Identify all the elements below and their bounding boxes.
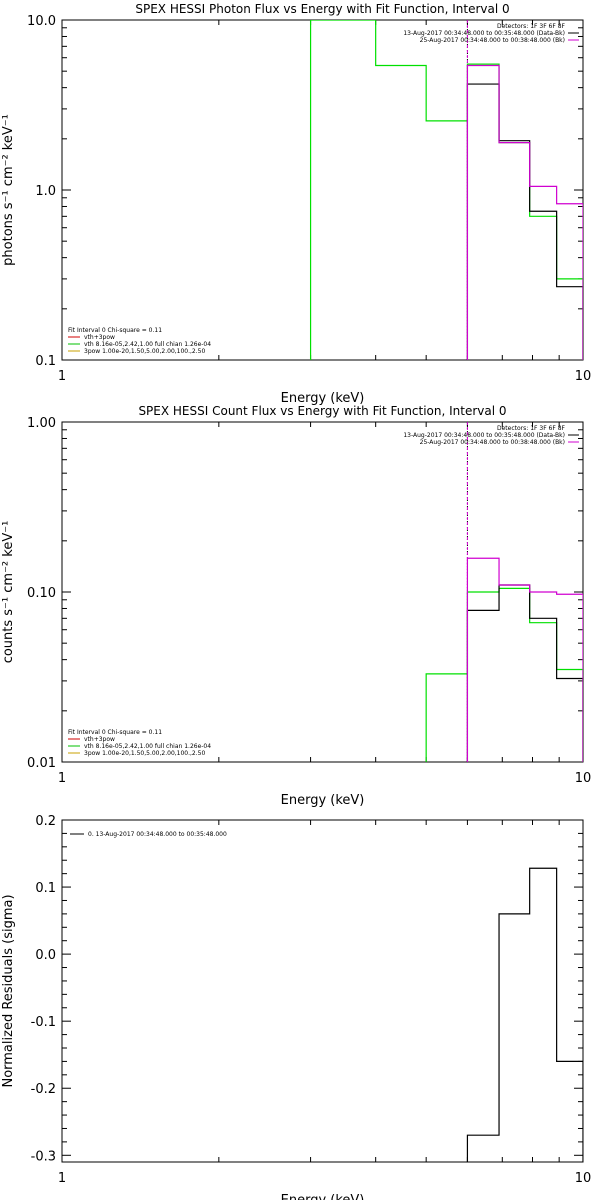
chart2-legend-topleft-text: 0. 13-Aug-2017 00:34:48.000 to 00:35:48.… xyxy=(88,831,227,838)
chart2-x-ticks xyxy=(61,820,584,1162)
chart0-legend-bottomleft-text: vth+3pow xyxy=(84,334,115,341)
chart2-series-group xyxy=(466,867,583,1162)
chart2-y-tick-label: 0.2 xyxy=(35,814,56,829)
chart2-y-axis-label: Normalized Residuals (sigma) xyxy=(1,894,16,1087)
chart0-legend-topright-text: 13-Aug-2017 00:34:48.000 to 00:35:48.000… xyxy=(403,30,565,37)
chart1-series-2 xyxy=(466,557,583,762)
chart2-y-tick-label: -0.2 xyxy=(31,1082,56,1097)
chart0-y-tick-label: 0.1 xyxy=(35,354,56,369)
chart0-legend-bottomleft-text: Fit Interval 0 Chi-square = 0.11 xyxy=(68,327,162,334)
chart2-x-tick-label: 10 xyxy=(575,1171,592,1186)
chart1-legend-bottomleft-text: vth 8.16e-05,2.42,1.00 full chian 1.26e-… xyxy=(84,743,211,750)
chart0-y-tick-label: 1.0 xyxy=(35,184,56,199)
chart1-y-tick-label: 1.00 xyxy=(27,416,56,431)
chart2-y-tick-label: 0.1 xyxy=(35,881,56,896)
chart0-legend-bottomleft-text: vth 8.16e-05,2.42,1.00 full chian 1.26e-… xyxy=(84,341,211,348)
chart1-legend-bottomleft-text: Fit Interval 0 Chi-square = 0.11 xyxy=(68,729,162,736)
chart1-y-tick-label: 0.01 xyxy=(27,756,56,771)
chart2-x-axis-label: Energy (keV) xyxy=(281,1193,365,1200)
chart0-title: SPEX HESSI Photon Flux vs Energy with Fi… xyxy=(135,2,509,16)
chart1-series-group xyxy=(425,557,583,762)
chart1-x-axis-label: Energy (keV) xyxy=(281,793,365,808)
chart0-series-1 xyxy=(466,83,583,360)
chart1-y-ticks xyxy=(62,421,583,763)
chart1-title: SPEX HESSI Count Flux vs Energy with Fit… xyxy=(138,404,506,418)
chart1-plot-frame xyxy=(61,421,584,763)
chart1-legend-bottomleft-text: 3pow 1.00e-20,1.50,5.00,2.00,100.,2.50 xyxy=(84,750,205,757)
chart2-y-tick-label: -0.1 xyxy=(31,1015,56,1030)
chart0-y-ticks xyxy=(62,19,583,361)
chart0-x-ticks xyxy=(61,20,584,360)
chart0-panel: SPEX HESSI Photon Flux vs Energy with Fi… xyxy=(1,2,591,406)
chart2-x-tick-label: 1 xyxy=(58,1171,66,1186)
chart1-legend-bottomleft-text: vth+3pow xyxy=(84,736,115,743)
chart1-x-tick-label: 1 xyxy=(58,771,66,786)
chart1-legend-topright-text: 25-Aug-2017 00:34:48.000 to 00:38:48.000… xyxy=(420,439,565,446)
chart1-legend-topright-text: Detectors: 1F 3F 6F 8F xyxy=(497,425,566,432)
chart1-x-tick-label: 10 xyxy=(575,771,592,786)
chart2-y-ticks xyxy=(62,819,583,1156)
chart0-x-tick-label: 1 xyxy=(58,369,66,384)
chart0-series-2 xyxy=(466,64,583,360)
chart2-panel: 1 10 -0.3 -0.2 -0.1 0.0 0.1 0.2 Energy (keV) Norm… xyxy=(1,814,591,1200)
chart1-legend-topright-text: 13-Aug-2017 00:34:48.000 to 00:35:48.000… xyxy=(403,432,565,439)
chart0-legend-bottomleft-text: 3pow 1.00e-20,1.50,5.00,2.00,100.,2.50 xyxy=(84,348,205,355)
chart0-x-axis-label: Energy (keV) xyxy=(281,391,365,406)
chart1-y-tick-label: 0.10 xyxy=(27,586,56,601)
chart2-plot-frame xyxy=(61,819,584,1163)
chart0-y-axis-label: photons s⁻¹ cm⁻² keV⁻¹ xyxy=(1,114,16,266)
chart2-series-0 xyxy=(466,867,583,1162)
chart1-series-0 xyxy=(425,587,583,762)
chart0-legend-topright-text: 25-Aug-2017 00:34:48.000 to 00:38:48.000… xyxy=(420,37,565,44)
chart1-series-1 xyxy=(466,584,583,762)
chart0-series-0 xyxy=(309,20,583,360)
chart0-legend-topright-text: Detectors: 1F 3F 6F 8F xyxy=(497,23,566,30)
chart0-x-tick-label: 10 xyxy=(575,369,592,384)
chart2-y-tick-label: -0.3 xyxy=(31,1149,56,1164)
chart0-series-group xyxy=(309,20,583,360)
chart0-plot-frame xyxy=(61,19,584,361)
chart1-panel: SPEX HESSI Count Flux vs Energy with Fit… xyxy=(1,404,591,808)
chart0-y-tick-label: 10.0 xyxy=(27,14,56,29)
chart2-y-tick-label: 0.0 xyxy=(35,948,56,963)
chart1-x-ticks xyxy=(61,422,584,762)
chart1-y-axis-label: counts s⁻¹ cm⁻² keV⁻¹ xyxy=(1,521,16,664)
